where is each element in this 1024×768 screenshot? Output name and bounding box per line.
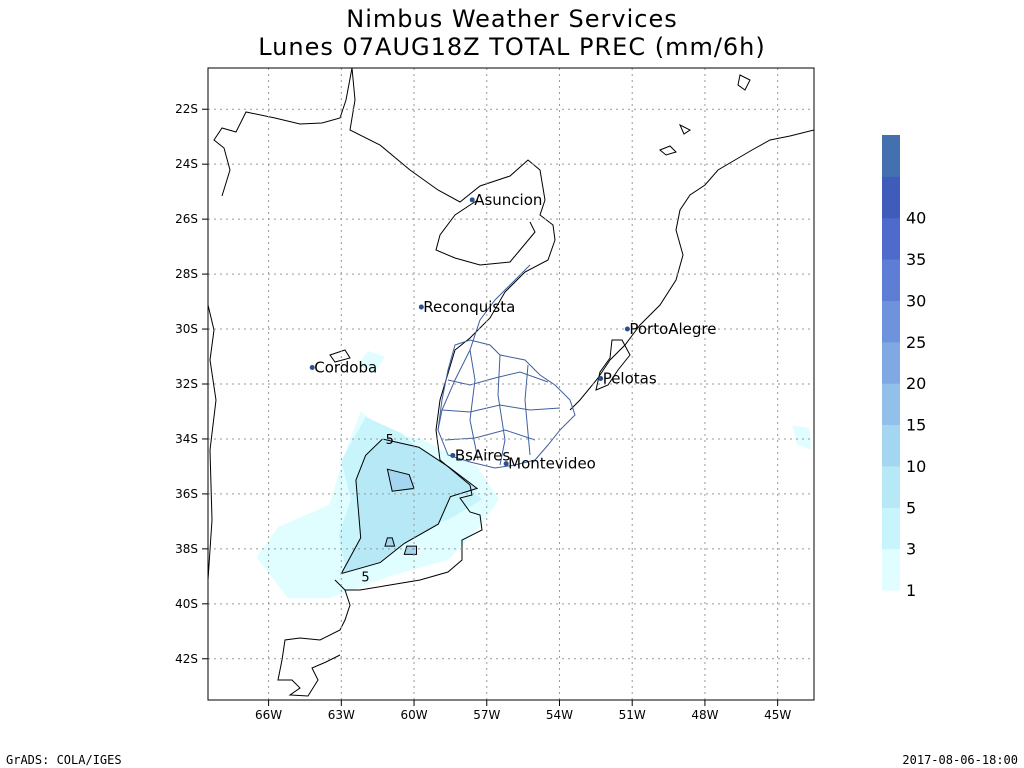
precip-area-10mm	[384, 537, 396, 547]
x-tick-label: 57W	[473, 708, 500, 722]
city-marker	[598, 376, 604, 382]
colorbar-swatch	[882, 548, 900, 591]
coastline-brazil	[569, 129, 814, 411]
river	[441, 404, 561, 413]
precip-area-1mm	[358, 351, 385, 373]
colorbar-level-label: 15	[906, 416, 926, 435]
colorbar-level-label: 35	[906, 250, 926, 269]
colorbar-level-label: 20	[906, 374, 926, 393]
x-tick-label: 60W	[400, 708, 427, 722]
y-tick-label: 32S	[175, 377, 198, 391]
colorbar-level-label: 10	[906, 457, 926, 476]
city-label: PortoAlegre	[629, 320, 716, 338]
precip-area-1mm	[792, 425, 812, 450]
y-tick-label: 24S	[175, 157, 198, 171]
y-tick-label: 34S	[175, 432, 198, 446]
city-marker	[624, 326, 630, 332]
coastline	[213, 68, 556, 591]
colorbar-level-label: 40	[906, 209, 926, 228]
river	[447, 371, 549, 386]
x-tick-label: 51W	[619, 708, 646, 722]
parana-river	[437, 264, 531, 431]
colorbar-swatch	[882, 341, 900, 384]
contour-label: 5	[361, 570, 369, 585]
map-title-line2: Lunes 07AUG18Z TOTAL PREC (mm/6h)	[258, 33, 766, 61]
precipitation-layer	[256, 351, 812, 599]
x-tick-label: 54W	[546, 708, 573, 722]
island-small	[329, 349, 351, 363]
city-marker	[503, 461, 509, 467]
river-network	[437, 264, 576, 469]
chile-coast	[208, 304, 217, 581]
river	[524, 364, 531, 456]
lagoon-patos	[595, 339, 631, 391]
city-label: BsAires	[455, 446, 511, 464]
colorbar-swatch	[882, 383, 900, 426]
river	[469, 349, 479, 461]
x-tick-label: 45W	[764, 708, 791, 722]
y-tick-label: 30S	[175, 322, 198, 336]
colorbar-swatch	[882, 465, 900, 508]
city-marker	[418, 304, 424, 310]
footer-credit: GrADS: COLA/IGES	[6, 753, 122, 767]
colorbar-swatch	[882, 507, 900, 550]
river	[497, 354, 506, 466]
city-marker	[309, 365, 315, 371]
colorbar-swatch	[882, 135, 900, 177]
island-arch	[659, 74, 751, 156]
map-title-line1: Nimbus Weather Services	[346, 5, 677, 33]
colorbar-swatch	[882, 424, 900, 467]
city-label: Reconquista	[423, 298, 515, 316]
y-tick-label: 36S	[175, 487, 198, 501]
precip-area-10mm	[403, 545, 417, 555]
y-tick-label: 26S	[175, 212, 198, 226]
y-tick-label: 22S	[175, 102, 198, 116]
uruguay-border	[437, 339, 576, 469]
city-label: Pelotas	[603, 370, 657, 388]
colorbar-swatch	[882, 259, 900, 301]
contour-labels: 55	[361, 433, 394, 585]
y-tick-label: 40S	[175, 597, 198, 611]
footer-timestamp: 2017-08-06-18:00	[902, 753, 1018, 767]
x-tick-label: 66W	[255, 708, 282, 722]
city-markers: Asuncion Reconquista Cordoba PortoAlegre Pel…	[309, 191, 717, 473]
colorbar-swatch	[882, 217, 900, 260]
lat-lon-grid	[208, 68, 814, 700]
colorbar-swatch	[882, 300, 900, 343]
colorbar-level-label: 3	[906, 540, 916, 559]
city-marker	[469, 197, 475, 203]
x-tick-label: 48W	[691, 708, 718, 722]
city-label: Cordoba	[314, 359, 377, 377]
patagonia-coast	[277, 589, 351, 697]
city-label: Montevideo	[508, 455, 596, 473]
x-tick-label: 63W	[328, 708, 355, 722]
colorbar-level-label: 5	[906, 498, 916, 517]
contour-label: 5	[386, 433, 394, 448]
colorbar-level-label: 1	[906, 581, 916, 600]
city-label: Asuncion	[474, 191, 542, 209]
axis-ticks: 66W 63W 60W 57W 54W 51W 48W 45W 22S 24S 26S 28S 30S 3…	[175, 102, 791, 722]
y-tick-label: 42S	[175, 652, 198, 666]
y-tick-label: 28S	[175, 267, 198, 281]
y-tick-label: 38S	[175, 542, 198, 556]
map-area: Asuncion Reconquista Cordoba PortoAlegre Pel…	[175, 67, 815, 722]
colorbar-level-label: 30	[906, 291, 926, 310]
city-marker	[450, 452, 456, 458]
colorbar-swatch	[882, 176, 900, 219]
colorbar-level-label: 25	[906, 333, 926, 352]
coastline-layer	[208, 68, 814, 697]
